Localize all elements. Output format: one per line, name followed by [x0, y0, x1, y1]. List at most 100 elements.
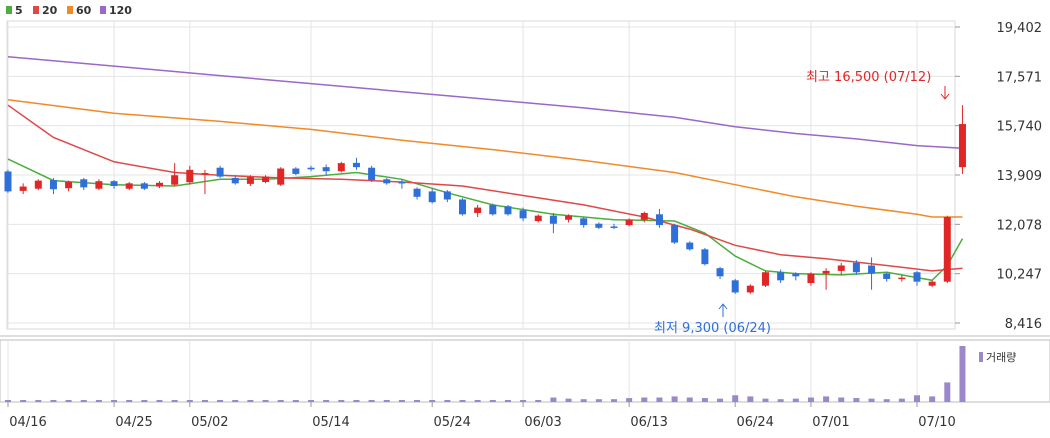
high-arrow-icon [940, 86, 950, 100]
volume-bar [186, 400, 193, 402]
candle-down [368, 167, 376, 181]
volume-bar [504, 400, 511, 402]
candle-down [322, 167, 330, 172]
volume-bar [414, 400, 421, 402]
volume-bar [141, 400, 148, 402]
volume-bar [747, 396, 754, 402]
volume-bar [762, 398, 769, 402]
candle-down [307, 167, 315, 170]
legend-label-120: 120 [109, 4, 132, 17]
volume-bar [656, 397, 663, 402]
candle-down [686, 242, 694, 250]
volume-bar [520, 400, 527, 402]
volume-bar [171, 400, 178, 402]
candle-down [49, 180, 57, 190]
candle-up [807, 273, 815, 284]
candle-up [277, 168, 285, 185]
volume-bar [595, 399, 602, 402]
legend-label-5: 5 [15, 4, 23, 17]
x-tick-label: 04/16 [9, 415, 46, 430]
candle-down [80, 179, 88, 188]
candle-up [171, 175, 179, 185]
candle-up [337, 163, 345, 172]
volume-legend-label: 거래량 [986, 351, 1016, 364]
y-tick-label: 15,740 [997, 120, 1043, 135]
y-tick-label: 17,571 [997, 70, 1043, 85]
candle-up [95, 181, 103, 189]
candle-down [292, 168, 300, 174]
volume-bar [717, 398, 724, 402]
candle-down [398, 181, 406, 184]
candle-down [580, 218, 588, 226]
low-arrow-icon [718, 303, 728, 317]
x-tick-label: 04/25 [115, 415, 152, 430]
x-tick-label: 07/01 [812, 415, 849, 430]
volume-bar [459, 400, 466, 402]
volume-bar [671, 396, 678, 402]
candle-down [383, 179, 391, 184]
candle-up [201, 173, 209, 175]
volume-bar [823, 396, 830, 402]
candle-up [837, 265, 845, 271]
volume-bar [368, 400, 375, 402]
candle-up [746, 285, 754, 293]
volume-bar [626, 398, 633, 402]
volume-bar [353, 400, 360, 402]
volume-bar [838, 397, 845, 402]
x-tick-label: 05/14 [312, 415, 349, 430]
candle-down [913, 272, 921, 282]
candle-down [883, 273, 891, 279]
candle-down [504, 206, 512, 215]
legend: 5 20 60 120 [6, 4, 132, 17]
volume-bar [277, 400, 284, 402]
candle-down [110, 181, 118, 187]
volume-legend-swatch [979, 352, 983, 362]
volume-plot-frame [0, 339, 1050, 403]
candle-down [459, 199, 466, 215]
y-tick-label: 8,416 [1005, 317, 1042, 332]
volume-bar [398, 400, 405, 402]
volume-bar [868, 398, 875, 402]
y-tick-label: 10,247 [997, 268, 1043, 283]
candle-down [489, 204, 497, 215]
candle-up [125, 183, 133, 189]
candle-down [216, 167, 224, 177]
ma-line-5 [7, 158, 964, 282]
ma-line-60 [7, 99, 963, 218]
candle-down [792, 273, 800, 277]
candle-down [655, 214, 663, 226]
volume-bar [686, 397, 693, 402]
candle-down [868, 265, 876, 274]
candle-up [156, 182, 163, 187]
volume-bar [262, 400, 269, 402]
legend-label-60: 60 [76, 4, 92, 17]
x-tick-label: 05/24 [433, 415, 470, 430]
volume-bar [35, 400, 42, 402]
volume-bar [5, 400, 11, 402]
candle-up [534, 215, 542, 222]
x-tick-label: 06/24 [736, 415, 773, 430]
x-tick-label: 06/13 [630, 415, 667, 430]
volume-bar [20, 400, 27, 402]
volume-bar [444, 400, 451, 402]
candle-up [822, 270, 830, 274]
volume-bar [914, 395, 920, 402]
candle-down [413, 188, 421, 197]
candle-up [958, 124, 966, 168]
y-axis-labels: 19,402 17,571 15,740 13,909 12,078 10,247 8,41… [997, 21, 1043, 332]
candle-up [474, 207, 482, 213]
volume-bar [732, 395, 739, 402]
volume-bar [201, 400, 208, 402]
candle-up [762, 272, 769, 286]
candle-up [943, 217, 951, 282]
low-annotation: 최저 9,300 (06/24) [654, 321, 771, 336]
candle-down [352, 162, 360, 168]
x-axis-labels: 04/16 04/25 05/02 05/14 05/24 06/03 06/13 06/24… [9, 415, 955, 430]
volume-bar [807, 397, 814, 402]
volume-bar [580, 399, 587, 402]
x-tick-label: 06/03 [524, 415, 561, 430]
y-tick-label: 13,909 [997, 169, 1043, 184]
candle-down [443, 191, 451, 200]
candle-down [777, 272, 785, 281]
